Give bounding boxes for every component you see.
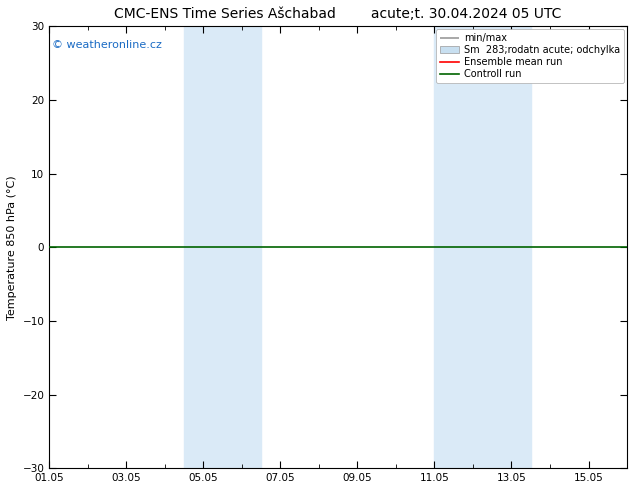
Title: CMC-ENS Time Series Ašchabad        acute;t. 30.04.2024 05 UTC: CMC-ENS Time Series Ašchabad acute;t. 30… <box>115 7 562 21</box>
Bar <box>184 26 261 468</box>
Text: © weatheronline.cz: © weatheronline.cz <box>52 40 162 49</box>
Legend: min/max, Sm  283;rodatn acute; odchylka, Ensemble mean run, Controll run: min/max, Sm 283;rodatn acute; odchylka, … <box>436 29 624 83</box>
Y-axis label: Temperature 850 hPa (°C): Temperature 850 hPa (°C) <box>7 175 17 319</box>
Bar <box>434 26 531 468</box>
